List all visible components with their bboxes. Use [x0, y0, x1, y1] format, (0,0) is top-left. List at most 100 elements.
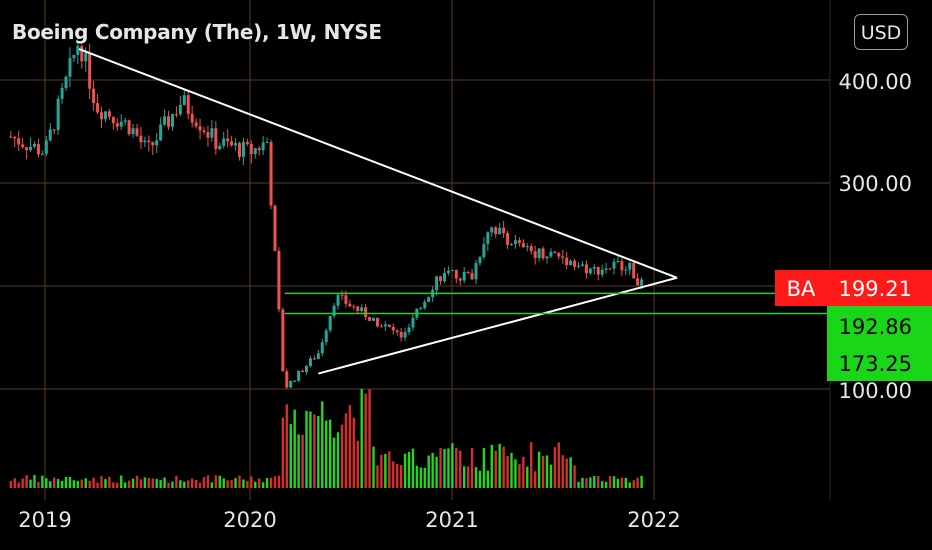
volume-bar — [624, 477, 628, 488]
volume-bar — [171, 481, 174, 488]
candle-body — [561, 256, 565, 258]
volume-bar — [439, 448, 442, 488]
volume-bar — [490, 444, 493, 488]
resistance-trendline[interactable] — [78, 48, 678, 279]
volume-bar — [218, 475, 221, 488]
candle-body — [411, 317, 415, 328]
candle-body — [226, 138, 230, 142]
volume-bar — [68, 477, 72, 488]
volume-bar — [470, 447, 474, 488]
candle-body — [163, 116, 167, 125]
candle-body — [17, 138, 21, 145]
volume-bar — [250, 476, 253, 488]
candle-body — [198, 126, 202, 131]
volume-bar — [139, 479, 143, 488]
candle-body — [624, 269, 628, 271]
currency-button[interactable]: USD — [854, 14, 908, 50]
volume-bar — [242, 479, 245, 488]
candle-body — [13, 136, 17, 139]
candle-body — [478, 257, 482, 264]
volume-bar — [202, 477, 206, 488]
volume-bar — [183, 481, 186, 488]
volume-bar — [435, 456, 438, 488]
volume-bar — [289, 424, 292, 488]
last-price-badge: 199.21 — [827, 270, 932, 306]
candle-body — [293, 380, 297, 382]
candle-body — [375, 317, 379, 327]
candle-body — [446, 270, 450, 274]
candle-body — [155, 140, 159, 146]
volume-bar — [549, 464, 553, 488]
volume-bar — [246, 481, 249, 488]
volume-bar — [565, 458, 568, 488]
volume-bar — [305, 410, 308, 488]
volume-bar — [261, 482, 265, 488]
volume-bar — [352, 417, 356, 488]
candle-body — [222, 138, 226, 146]
volume-bar — [281, 417, 285, 488]
level-badge-173-25: 173.25 — [839, 352, 912, 376]
volume-bar — [514, 459, 517, 488]
candle-body — [636, 278, 640, 286]
candle-body — [92, 88, 96, 104]
volume-bar — [545, 455, 549, 488]
candle-body — [577, 265, 581, 267]
volume-bar — [360, 388, 363, 488]
volume-bar — [640, 475, 643, 488]
volume-bar — [112, 482, 115, 488]
level-badge-bg — [827, 306, 932, 381]
candle-body — [565, 257, 569, 265]
candle-body — [257, 148, 261, 151]
volume-bar — [608, 476, 612, 488]
candle-body — [9, 136, 13, 138]
candle-body — [84, 52, 88, 62]
candle-body — [608, 268, 612, 270]
volume-bar — [190, 478, 194, 488]
support-trendline[interactable] — [318, 276, 678, 375]
volume-bar — [632, 480, 635, 488]
candle-body — [632, 262, 636, 279]
symbol-badge: BA — [775, 270, 827, 306]
candle-body — [131, 128, 135, 135]
volume-bar — [297, 434, 300, 488]
volume-bar — [80, 479, 83, 488]
volume-bar — [569, 457, 572, 488]
volume-bar — [336, 432, 340, 488]
x-tick-2021: 2021 — [425, 508, 478, 532]
candle-body — [25, 147, 29, 151]
candle-body — [458, 278, 462, 281]
candle-body — [249, 143, 253, 155]
volume-bar — [21, 478, 24, 488]
candle-body — [289, 380, 293, 388]
volume-bar — [254, 481, 257, 488]
candle-body — [328, 315, 332, 331]
candle-body — [96, 103, 100, 113]
volume-bar — [447, 448, 450, 488]
candle-body — [521, 242, 525, 248]
volume-bar — [116, 482, 119, 488]
candle-body — [80, 45, 84, 62]
volume-bar — [60, 480, 64, 488]
candle-body — [612, 261, 616, 269]
drawings-layer[interactable] — [78, 48, 830, 375]
candle-body — [186, 95, 190, 114]
volume-bar — [84, 478, 87, 488]
volume-bar — [553, 447, 557, 488]
last-price-badge-bg — [827, 270, 932, 306]
candle-body — [64, 76, 68, 88]
candle-body — [368, 317, 372, 321]
volume-bar — [482, 447, 486, 488]
volume-bar — [415, 465, 419, 488]
candle-body — [182, 95, 186, 105]
volume-bar — [198, 482, 202, 488]
candle-body — [36, 144, 40, 155]
volume-bar — [33, 475, 36, 488]
candle-body — [56, 98, 60, 131]
candle-body — [210, 128, 214, 138]
candle-body — [344, 295, 348, 304]
candle-body — [442, 273, 446, 281]
candle-body — [364, 307, 368, 318]
axes: 400.00 300.00 100.00 2019 2020 2021 2022 — [18, 70, 912, 532]
volume-bar — [123, 482, 127, 488]
